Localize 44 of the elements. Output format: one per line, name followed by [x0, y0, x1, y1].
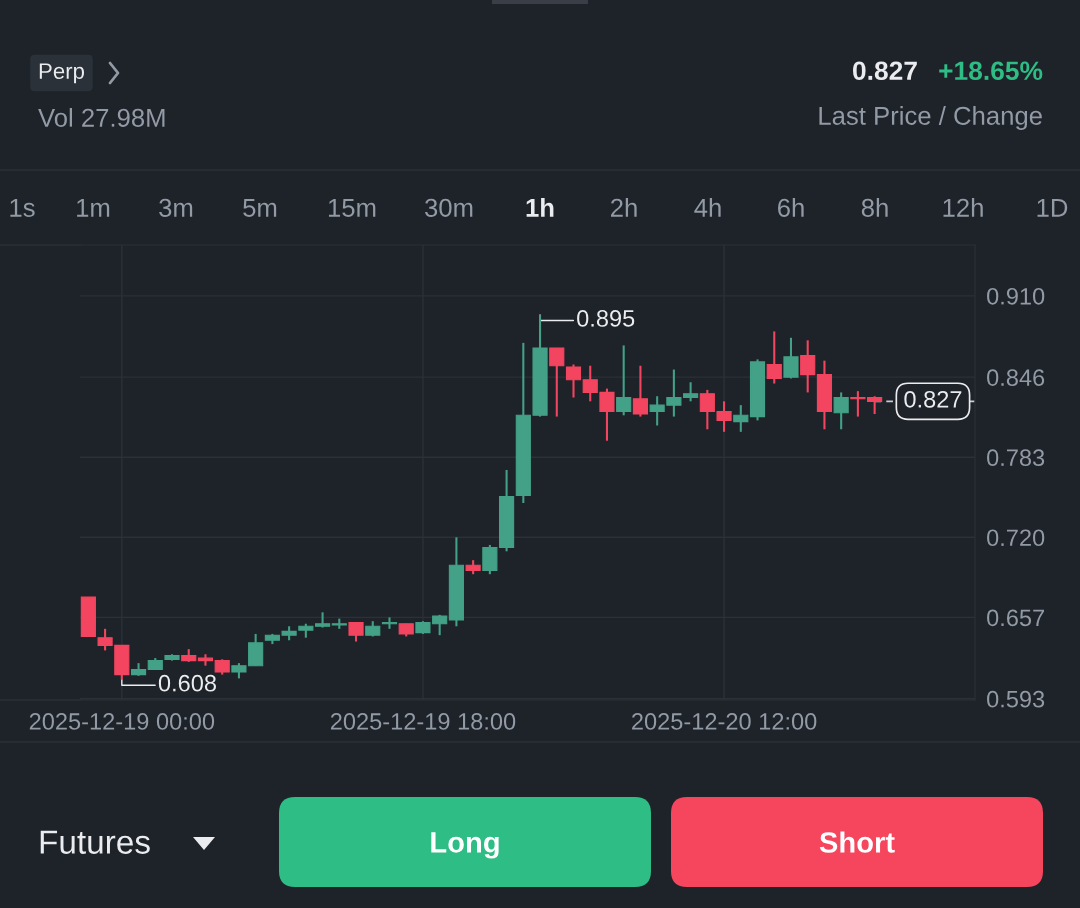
x-tick-label: 2025-12-19 00:00 — [29, 713, 215, 730]
text: 0.827 — [853, 61, 917, 81]
text: 15m — [328, 198, 376, 217]
text: 3m — [159, 198, 193, 217]
text: Long — [431, 832, 499, 859]
text: 2h — [611, 198, 637, 217]
y-tick-label: 0.783 — [987, 449, 1045, 467]
y-tick-label: 0.910 — [987, 287, 1045, 305]
candlestick — [348, 621, 364, 643]
text: Perp — [39, 63, 85, 84]
candlestick — [632, 364, 649, 418]
text: 30m — [424, 198, 473, 217]
text: Short — [819, 831, 895, 853]
x-tick-label: 2025-12-19 18:00 — [330, 713, 516, 730]
y-tick-label: 0.720 — [987, 529, 1045, 547]
candlestick — [783, 336, 799, 380]
text: 1h — [526, 198, 554, 217]
text: 12h — [943, 198, 983, 217]
text: 6h — [778, 198, 804, 217]
text: Last Price / Change — [819, 106, 1042, 130]
y-tick-label: 0.846 — [987, 369, 1045, 386]
candlestick — [197, 653, 214, 667]
annotation: 0.895 — [577, 310, 635, 327]
candlestick — [733, 404, 749, 433]
candlestick — [833, 391, 849, 431]
ref-line-label: 0.827 — [904, 390, 962, 408]
candlestick — [549, 346, 565, 418]
candlestick — [800, 339, 816, 394]
candlestick — [616, 344, 632, 417]
text: 1D — [1037, 198, 1068, 217]
text: +18.65% — [939, 61, 1043, 81]
text: 1m — [77, 198, 110, 217]
text: 1s — [10, 198, 35, 217]
y-tick-label: 0.593 — [987, 690, 1045, 708]
text: Vol 27.98M — [38, 108, 165, 127]
y-tick-label: 0.657 — [987, 609, 1045, 627]
annotation: 0.608 — [158, 674, 216, 692]
x-tick-label: 2025-12-20 12:00 — [632, 713, 817, 730]
candlestick — [766, 330, 782, 385]
text: 8h — [861, 198, 888, 217]
text: Futures — [40, 830, 150, 854]
text: 4h — [694, 198, 721, 217]
text: 5m — [243, 198, 277, 217]
candlestick — [565, 363, 582, 399]
